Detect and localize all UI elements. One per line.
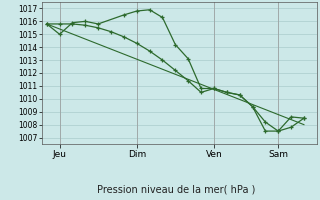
Text: Pression niveau de la mer( hPa ): Pression niveau de la mer( hPa ) (97, 184, 255, 194)
